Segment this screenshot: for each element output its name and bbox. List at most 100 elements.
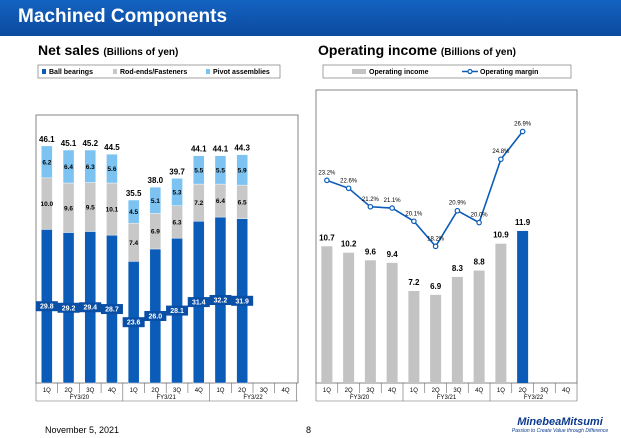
ball-label-bg-2	[79, 302, 102, 313]
op-income-tick-2: 3Q	[366, 388, 374, 394]
op-margin-point-5	[432, 243, 439, 250]
net-sales-tick-2: 3Q	[86, 388, 94, 394]
op-income-plot-area	[315, 89, 578, 384]
ball-label-5: 26.0	[149, 314, 163, 321]
op-income-group-0: FY3/20	[350, 395, 370, 401]
op-income-label-7: 8.8	[474, 258, 486, 267]
op-income-tick-3: 4Q	[388, 388, 396, 394]
series-label-2-0: 6.2	[42, 159, 51, 166]
net-sales-bar-2-9	[236, 154, 248, 186]
net-sales-tick-3: 4Q	[108, 388, 116, 394]
op-income-label-5: 6.9	[430, 282, 442, 291]
page-number: 8	[306, 425, 312, 435]
net-sales-total-9: 44.3	[234, 144, 250, 153]
op-margin-label-2: 21.2%	[362, 197, 380, 203]
op-income-label-2: 9.6	[365, 247, 377, 256]
series-label-1-3: 10.1	[106, 207, 119, 214]
op-income-title: Operating income (Billions of yen)	[318, 42, 516, 58]
op-income-bar-0	[321, 246, 333, 383]
ball-label-4: 23.6	[127, 320, 141, 327]
net-sales-total-3: 44.5	[104, 143, 120, 152]
net-sales-total-4: 35.5	[126, 189, 142, 198]
op-margin-label-6: 20.9%	[449, 201, 467, 207]
op-income-label-4: 7.2	[408, 278, 420, 287]
ball-label-bg-6	[166, 305, 189, 316]
op-income-tick-7: 4Q	[475, 388, 483, 394]
op-income-subtitle: (Billions of yen)	[440, 47, 516, 58]
legend-swatch-1	[113, 69, 117, 74]
op-income-bar-8	[495, 243, 507, 383]
op-income-label-8: 10.9	[493, 231, 509, 240]
net-sales-plot-area	[35, 114, 299, 384]
net-sales-total-1: 45.1	[61, 139, 77, 148]
net-sales-bar-2-6	[171, 178, 183, 206]
net-sales-tick-8: 1Q	[216, 388, 224, 394]
series-label-2-3: 5.6	[107, 166, 116, 173]
legend-swatch-margin-dot	[467, 68, 473, 75]
op-income-bar-7	[473, 270, 485, 383]
net-sales-tick-0: 1Q	[43, 388, 51, 394]
op-margin-point-1	[345, 185, 352, 192]
series-label-2-9: 5.9	[238, 167, 247, 174]
ball-label-bg-5	[144, 311, 167, 321]
series-label-1-6: 6.3	[173, 219, 182, 226]
op-margin-label-0: 23.2%	[318, 170, 336, 176]
op-income-bar-1	[343, 252, 355, 383]
net-sales-tick-10: 3Q	[260, 388, 268, 394]
op-income-label-1: 10.2	[341, 240, 357, 249]
net-sales-tick-1: 2Q	[65, 388, 73, 394]
series-label-2-4: 4.5	[129, 209, 138, 216]
legend-swatch-0	[42, 69, 46, 74]
net-sales-bar-2-4	[127, 199, 140, 224]
op-margin-label-1: 22.6%	[340, 178, 358, 184]
op-income-legend	[322, 64, 572, 79]
legend-label-2: Pivot assemblies	[213, 69, 270, 76]
op-margin-label-3: 21.1%	[384, 198, 402, 204]
op-income-tick-6: 3Q	[453, 388, 461, 394]
series-label-1-4: 7.4	[129, 240, 138, 247]
op-margin-point-2	[367, 203, 374, 210]
op-income-tick-0: 1Q	[323, 388, 331, 394]
net-sales-bar-2-5	[149, 186, 162, 214]
ball-label-bg-7	[187, 297, 210, 308]
op-margin-point-3	[389, 205, 395, 211]
footer-date: November 5, 2021	[45, 425, 120, 435]
net-sales-group-0: FY3/20	[70, 395, 90, 401]
op-income-bar-5	[430, 294, 442, 383]
ball-label-bg-9	[231, 295, 254, 306]
net-sales-title-text: Net sales	[38, 42, 100, 58]
op-income-label-6: 8.3	[452, 264, 464, 273]
op-margin-point-4	[411, 218, 417, 225]
op-income-tick-5: 2Q	[432, 388, 440, 394]
op-income-title-text: Operating income	[318, 42, 438, 58]
legend-swatch-op	[352, 69, 366, 74]
legend-label-margin: Operating margin	[480, 69, 538, 76]
ball-label-8: 32.2	[214, 298, 228, 305]
series-label-1-8: 6.4	[216, 198, 225, 205]
series-label-1-5: 6.9	[151, 229, 160, 236]
ball-label-7: 31.4	[192, 300, 206, 307]
net-sales-bar-2-7	[193, 155, 205, 185]
net-sales-total-2: 45.2	[82, 139, 98, 148]
ball-label-bg-1	[57, 302, 80, 313]
series-label-1-2: 9.5	[86, 204, 95, 211]
net-sales-bar-2-0	[41, 145, 53, 179]
op-income-tick-11: 4Q	[562, 388, 570, 394]
ball-label-bg-8	[209, 295, 232, 306]
net-sales-tick-9: 2Q	[238, 388, 246, 394]
series-label-2-6: 5.3	[173, 190, 182, 197]
legend-swatch-2	[206, 69, 210, 74]
net-sales-tick-6: 3Q	[173, 388, 181, 394]
net-sales-tick-7: 4Q	[195, 388, 203, 394]
op-margin-point-7	[476, 219, 482, 226]
series-label-1-7: 7.2	[194, 200, 203, 207]
op-income-bar-2	[364, 260, 376, 383]
ball-label-6: 28.1	[170, 308, 184, 315]
op-income-label-3: 9.4	[387, 250, 399, 259]
op-income-label-0: 10.7	[319, 233, 335, 242]
op-income-label-9: 11.9	[515, 218, 531, 227]
legend-label-op: Operating income	[369, 69, 429, 76]
op-income-bar-9	[517, 230, 529, 383]
net-sales-tick-11: 4Q	[282, 388, 290, 394]
net-sales-bar-2-1	[62, 149, 75, 184]
